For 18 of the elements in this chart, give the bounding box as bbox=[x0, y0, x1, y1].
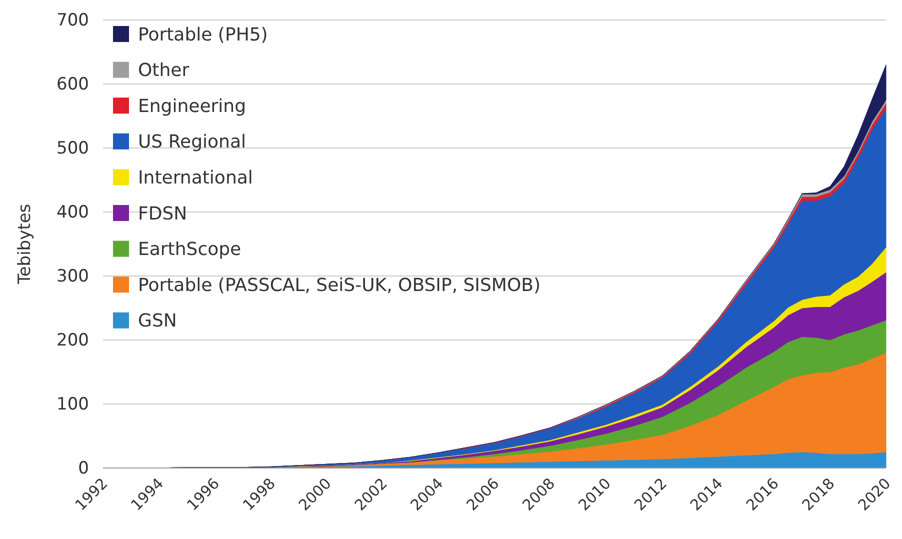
y-tick-label: 200 bbox=[56, 330, 89, 350]
legend-label: Portable (PH5) bbox=[138, 24, 268, 46]
y-axis-title: Tebibytes bbox=[15, 204, 35, 286]
y-tick-label: 500 bbox=[56, 138, 89, 158]
legend-label: EarthScope bbox=[138, 239, 242, 260]
y-tick-label: 100 bbox=[56, 394, 89, 414]
legend-label: Portable (PASSCAL, SeiS-UK, OBSIP, SISMOB) bbox=[138, 274, 540, 296]
legend-label: International bbox=[138, 168, 253, 188]
legend-label: Other bbox=[138, 60, 190, 82]
legend-label: US Regional bbox=[138, 132, 246, 153]
y-tick-label: 0 bbox=[78, 458, 89, 478]
y-tick-label: 600 bbox=[56, 74, 89, 94]
y-tick-label: 300 bbox=[56, 266, 89, 286]
legend-label: FDSN bbox=[138, 203, 188, 224]
legend-label: Engineering bbox=[138, 96, 246, 117]
y-tick-label: 400 bbox=[56, 202, 89, 222]
y-tick-label: 700 bbox=[56, 10, 89, 30]
legend-label: GSN bbox=[138, 310, 177, 332]
